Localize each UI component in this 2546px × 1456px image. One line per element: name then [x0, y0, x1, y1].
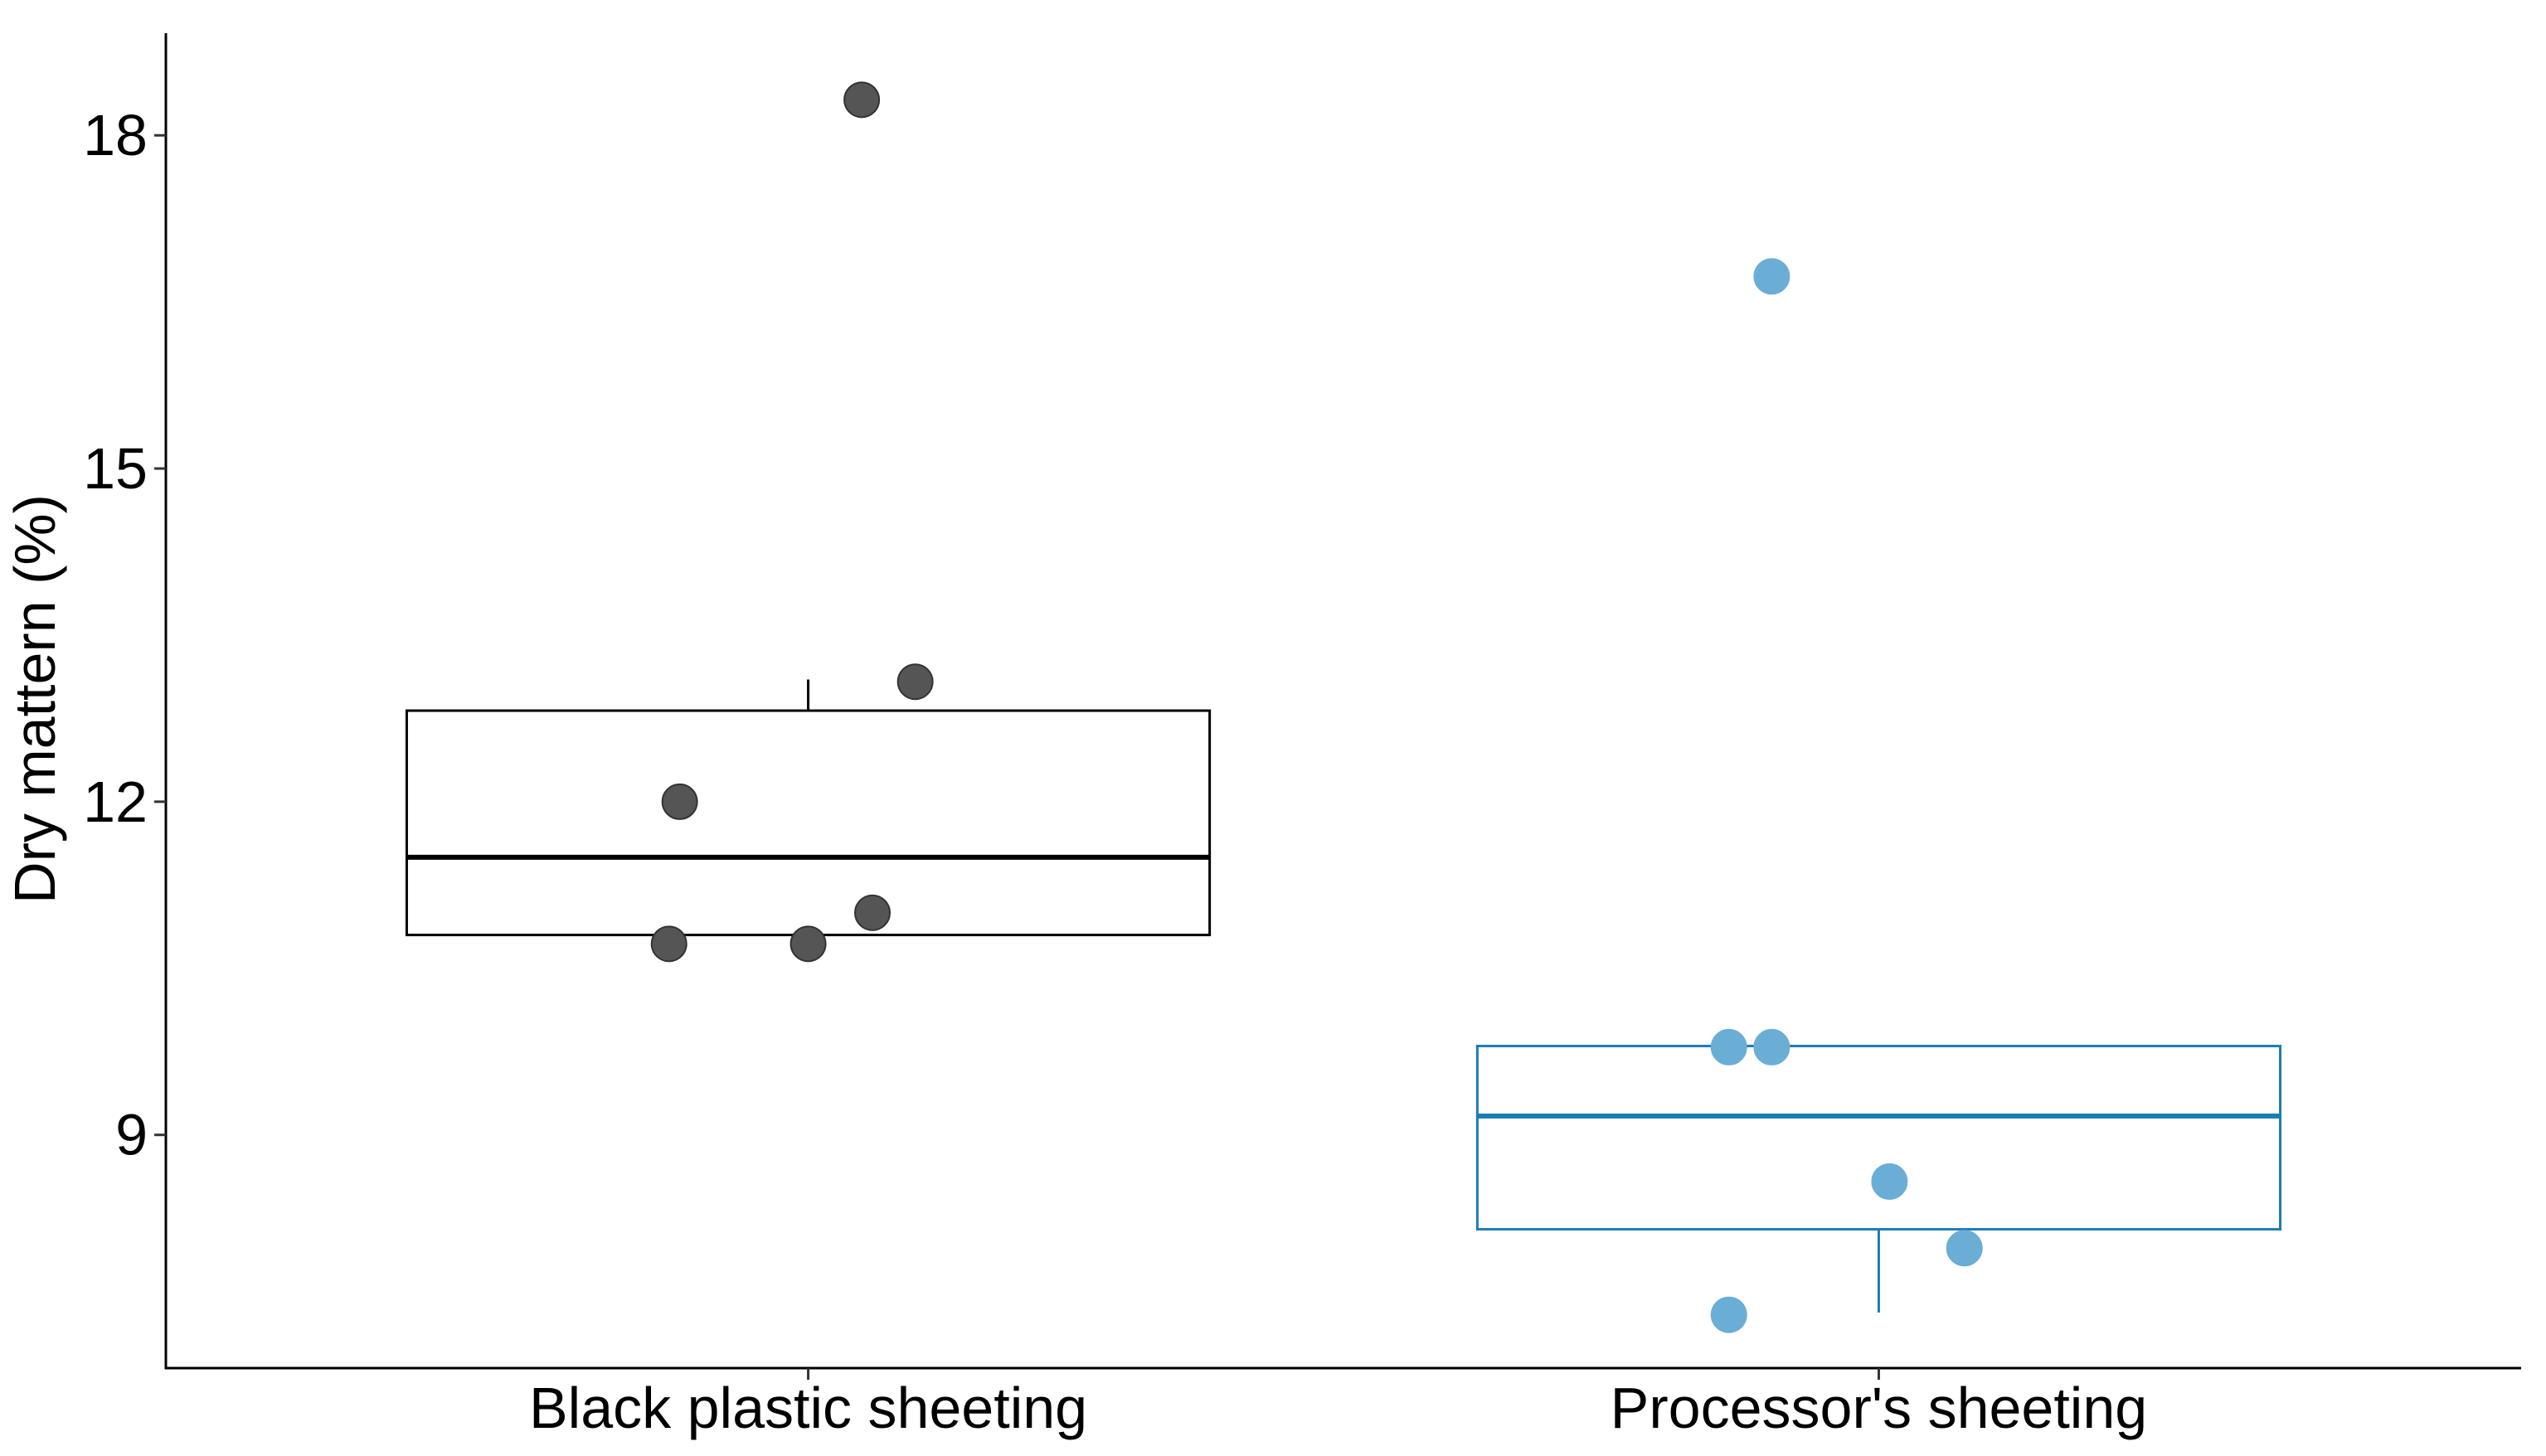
data-point: [661, 783, 698, 820]
axes-layer: 9 12 15 18 Black plastic sheeting Processor's…: [83, 33, 2521, 1440]
box-group: [1475, 1045, 2282, 1313]
data-point: [1753, 258, 1790, 295]
boxes-layer: [405, 679, 2282, 1313]
points-layer: [650, 81, 1983, 1333]
data-point: [1753, 1028, 1790, 1065]
y-tick-label: 12: [83, 769, 148, 834]
box-iqr: [1475, 1045, 2282, 1231]
data-point: [896, 663, 934, 701]
x-tick-label: Black plastic sheeting: [529, 1376, 1087, 1440]
data-point: [1871, 1162, 1908, 1200]
data-point: [650, 925, 688, 963]
data-point: [1946, 1230, 1983, 1267]
data-point: [790, 925, 827, 963]
y-tick-label: 18: [83, 103, 148, 167]
data-point: [1710, 1028, 1747, 1065]
data-point: [843, 81, 881, 119]
box-group: [405, 679, 1212, 937]
box-iqr: [405, 709, 1212, 937]
y-tick-label: 9: [115, 1103, 148, 1167]
x-tick-label: Processor's sheeting: [1611, 1376, 2148, 1440]
y-tick-label: 15: [83, 436, 148, 501]
data-point: [854, 894, 891, 931]
y-axis-title: Dry mattern (%): [2, 494, 67, 904]
data-point: [1710, 1296, 1747, 1333]
